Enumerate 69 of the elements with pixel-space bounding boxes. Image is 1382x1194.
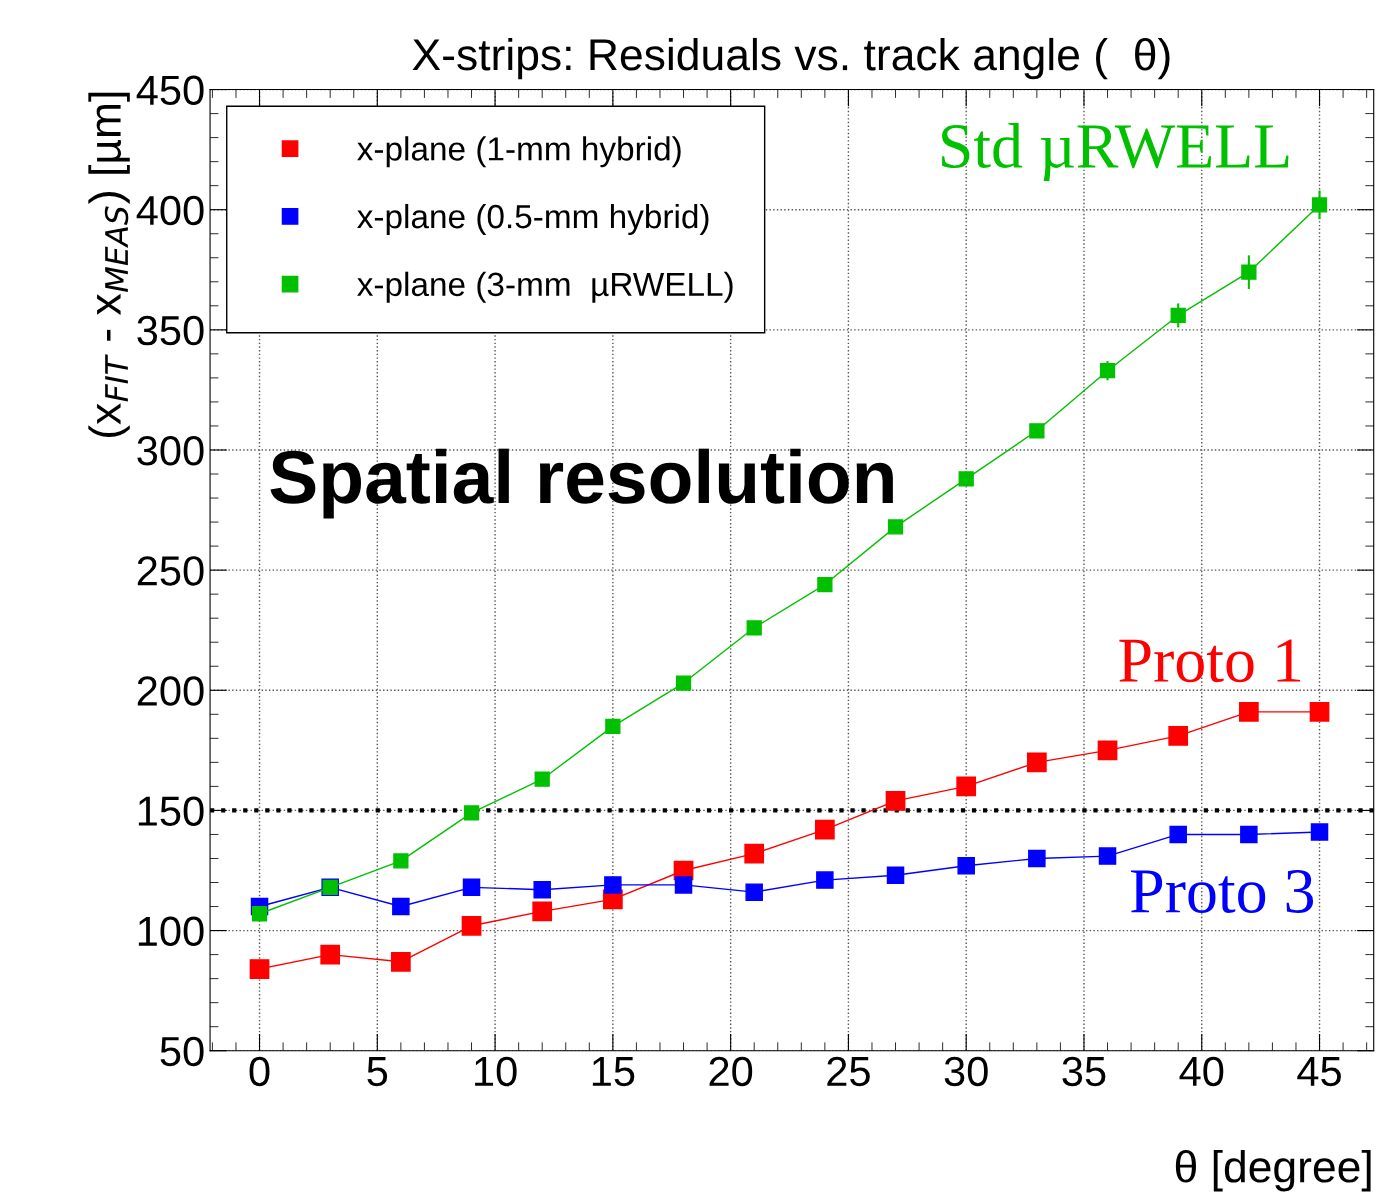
point xyxy=(1309,702,1330,722)
point xyxy=(1027,752,1047,773)
x-tick-label: 30 xyxy=(944,1056,988,1087)
point xyxy=(746,620,762,636)
y-tick-label: 350 xyxy=(137,315,204,346)
point xyxy=(1239,702,1259,722)
point xyxy=(885,790,906,811)
point xyxy=(1241,264,1257,280)
point xyxy=(1028,849,1046,868)
x-tick-label: 0 xyxy=(249,1056,270,1087)
x-tick-label: 10 xyxy=(475,1056,517,1087)
point xyxy=(1310,823,1329,841)
point xyxy=(1029,423,1045,439)
y-tick-label: 50 xyxy=(160,1036,204,1067)
chart-title: X-strips: Residuals vs. track angle ( θ) xyxy=(412,37,1170,80)
point xyxy=(815,819,835,840)
point xyxy=(817,576,833,593)
point xyxy=(393,853,409,869)
y-tick-label: 450 xyxy=(136,75,204,106)
point xyxy=(249,959,270,979)
point xyxy=(745,883,763,901)
x-tick-label: 5 xyxy=(367,1057,388,1087)
point xyxy=(956,776,977,797)
point xyxy=(1169,825,1187,844)
y-tick-label: 400 xyxy=(136,195,204,226)
annotation: Proto 3 xyxy=(1131,869,1314,913)
annotation: Proto 1 xyxy=(1119,639,1301,683)
point xyxy=(462,878,481,897)
point xyxy=(604,876,622,894)
point xyxy=(605,718,621,734)
point xyxy=(744,843,765,864)
x-tick-label: 15 xyxy=(592,1057,635,1087)
y-tick-label: 100 xyxy=(138,916,204,947)
point xyxy=(391,951,411,972)
point xyxy=(886,866,905,885)
y-tick-label: 200 xyxy=(137,676,204,706)
point xyxy=(674,876,693,894)
point xyxy=(957,856,975,875)
legend-label: x-plane (3-mm µRWELL) xyxy=(357,271,733,303)
point xyxy=(1098,847,1117,865)
annotation: Spatial resolution xyxy=(270,448,893,519)
x-tick-label: 45 xyxy=(1297,1057,1341,1087)
point xyxy=(463,805,480,821)
legend-label: x-plane (1-mm hybrid) xyxy=(357,136,681,168)
y-axis-title: (x$_{FIT}$ - x$_{MEAS}$) [µm] xyxy=(88,92,130,438)
point xyxy=(887,519,904,535)
y-tick-label: 150 xyxy=(138,796,204,826)
point xyxy=(1240,825,1258,844)
point xyxy=(1097,740,1118,761)
point xyxy=(533,880,551,899)
x-axis-title: θ [degree] xyxy=(1175,1149,1371,1192)
x-tick-label: 40 xyxy=(1179,1056,1224,1087)
x-tick-label: 20 xyxy=(709,1056,753,1087)
point xyxy=(251,906,268,922)
point xyxy=(392,897,410,916)
point xyxy=(675,675,692,691)
point xyxy=(1168,726,1189,746)
y-tick-label: 250 xyxy=(137,556,204,586)
y-tick-label: 300 xyxy=(137,435,204,466)
legend-label: x-plane (0.5-mm hybrid) xyxy=(357,203,709,236)
point xyxy=(816,871,834,889)
x-tick-label: 35 xyxy=(1062,1056,1106,1087)
point xyxy=(532,901,553,922)
annotation: Std µRWELL xyxy=(942,123,1289,181)
point xyxy=(320,944,341,965)
point xyxy=(958,471,974,487)
point xyxy=(534,771,550,787)
point xyxy=(461,915,482,936)
x-tick-label: 25 xyxy=(827,1056,870,1087)
